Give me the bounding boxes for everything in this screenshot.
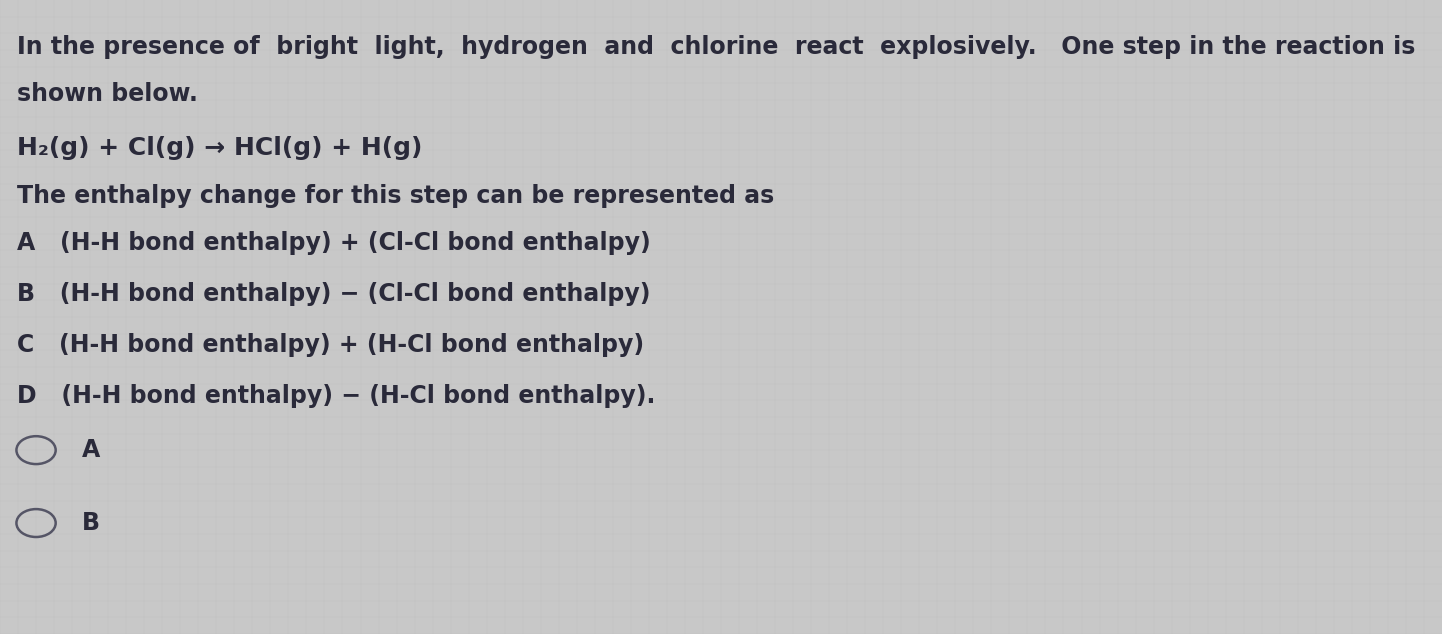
Text: C   (H-H bond enthalpy) + (H-Cl bond enthalpy): C (H-H bond enthalpy) + (H-Cl bond entha… bbox=[17, 333, 645, 357]
Text: In the presence of  bright  light,  hydrogen  and  chlorine  react  explosively.: In the presence of bright light, hydroge… bbox=[17, 35, 1416, 59]
Text: The enthalpy change for this step can be represented as: The enthalpy change for this step can be… bbox=[17, 184, 774, 208]
Text: A: A bbox=[82, 438, 101, 462]
Text: shown below.: shown below. bbox=[17, 82, 198, 107]
Text: H₂(g) + Cl(g) → HCl(g) + H(g): H₂(g) + Cl(g) → HCl(g) + H(g) bbox=[17, 136, 423, 160]
Text: D   (H-H bond enthalpy) − (H-Cl bond enthalpy).: D (H-H bond enthalpy) − (H-Cl bond entha… bbox=[17, 384, 656, 408]
Text: A   (H-H bond enthalpy) + (Cl-Cl bond enthalpy): A (H-H bond enthalpy) + (Cl-Cl bond enth… bbox=[17, 231, 650, 256]
Text: B   (H-H bond enthalpy) − (Cl-Cl bond enthalpy): B (H-H bond enthalpy) − (Cl-Cl bond enth… bbox=[17, 282, 650, 306]
Text: B: B bbox=[82, 511, 99, 535]
